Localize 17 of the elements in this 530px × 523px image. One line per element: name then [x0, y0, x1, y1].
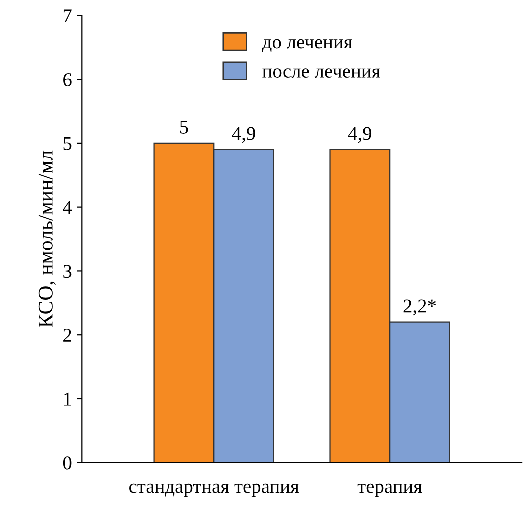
x-tick-label: стандартная терапия: [130, 484, 300, 498]
y-tick-label: 0: [63, 456, 72, 470]
legend-label: после лечения: [262, 68, 380, 78]
y-tick-label: 6: [64, 73, 72, 87]
y-tick-label: 4: [63, 201, 72, 214]
data-label: 4,9: [232, 127, 256, 144]
y-tick-label: 5: [64, 137, 72, 150]
y-axis-title: КСО, нмоль/мин/мл: [38, 150, 56, 328]
y-tick-label: 1: [64, 392, 72, 406]
data-label: 5: [180, 121, 188, 134]
data-label: 2,2*: [404, 300, 436, 316]
y-tick-label: 3: [64, 265, 72, 278]
x-tick-label: терапия: [358, 484, 422, 498]
y-tick-label: 2: [64, 328, 72, 342]
legend-label: до лечения: [262, 39, 352, 52]
y-tick-label: 7: [64, 10, 72, 22]
data-label: 4,9: [348, 127, 372, 144]
